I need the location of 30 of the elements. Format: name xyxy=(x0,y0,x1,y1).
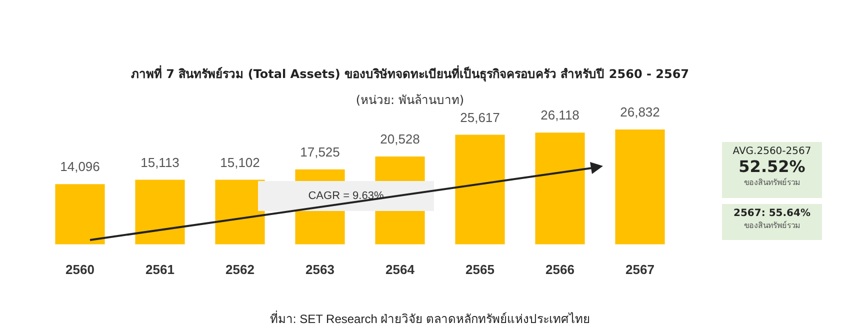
bar xyxy=(615,130,665,244)
bar xyxy=(135,180,185,244)
data-label: 26,832 xyxy=(620,104,660,120)
data-label: 25,617 xyxy=(460,110,500,125)
data-label: 15,113 xyxy=(140,154,180,170)
text: 2567: 55.64% xyxy=(732,207,812,219)
bar xyxy=(535,132,585,244)
data-label: 15,102 xyxy=(220,154,260,170)
bar xyxy=(455,134,505,244)
text: AVG.2560-2567 xyxy=(732,145,812,157)
x-tick-label: 2567 xyxy=(626,262,654,277)
x-tick-label: 2562 xyxy=(226,262,254,277)
text: ของสินทรัพย์รวม xyxy=(743,176,801,189)
x-tick-label: 2560 xyxy=(66,262,94,277)
chart-title: ภาพที่ 7 สินทรัพย์รวม (Total Assets) ของบริษัทจดทะเบียนที่เป็นธุรกิจครอบครัว สำหรับปี 2560 - 2567 xyxy=(130,64,690,83)
x-tick-label: 2566 xyxy=(546,262,574,277)
x-tick-label: 2561 xyxy=(146,262,174,277)
text: ของสินทรัพย์รวม xyxy=(743,220,801,232)
x-tick-label: 2563 xyxy=(306,262,334,277)
chart-subtitle: (หน่วย: พันล้านบาท) xyxy=(356,93,464,107)
text: 52.52% xyxy=(738,157,806,176)
data-label: 14,096 xyxy=(60,159,100,174)
x-tick-label: 2565 xyxy=(466,262,494,277)
data-label: 20,528 xyxy=(380,132,420,147)
bar xyxy=(55,184,105,244)
x-tick-label: 2564 xyxy=(386,262,416,277)
text: ที่มา: SET Research ฝ่ายวิจัย ตลาดหลักทรัพย์แห่งประเทศไทย xyxy=(268,310,592,328)
data-label: 26,118 xyxy=(540,108,580,123)
data-label: 17,525 xyxy=(300,144,340,160)
bar xyxy=(215,180,265,244)
